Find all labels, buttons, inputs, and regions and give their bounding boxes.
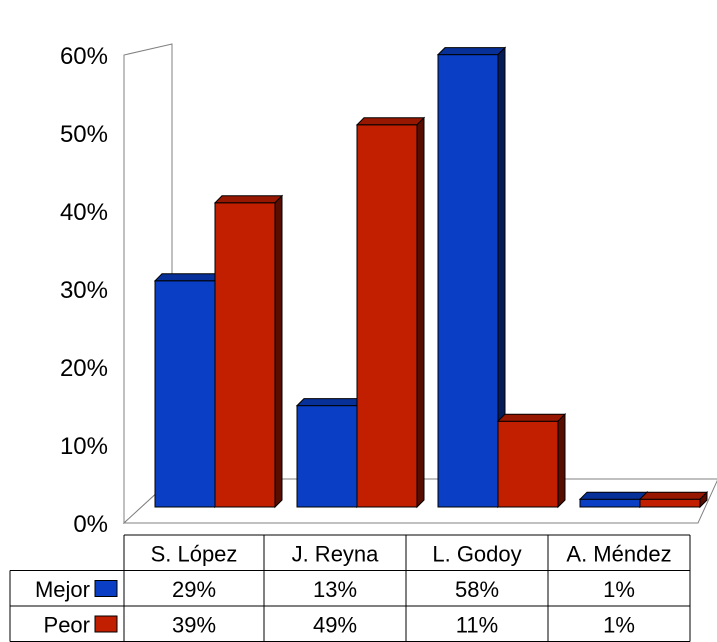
bar-top <box>578 491 649 500</box>
bar-top <box>213 195 284 204</box>
legend-swatch <box>94 580 118 597</box>
bar-peor-3 <box>496 412 567 509</box>
bar-mejor-3 <box>436 46 507 509</box>
y-tick-label: 30% <box>60 277 108 304</box>
category-label: L. Godoy <box>432 542 521 567</box>
data-label: 13% <box>313 577 357 602</box>
bar-mejor-1 <box>153 272 224 509</box>
bar-top <box>496 413 567 422</box>
bar-mejor-4 <box>578 490 649 509</box>
y-axis: 0% 10% 20% 30% 40% 50% 60% <box>60 43 108 538</box>
category-label: S. López <box>151 542 238 567</box>
data-label: 58% <box>455 577 499 602</box>
data-label: 1% <box>603 577 635 602</box>
data-label: 11% <box>456 613 498 638</box>
bar-top <box>355 117 426 126</box>
y-tick-label: 60% <box>60 43 108 70</box>
data-label: 49% <box>313 613 357 638</box>
data-table: S. López J. Reyna L. Godoy A. Méndez Mejor 29… <box>9 534 691 642</box>
bar-peor-1 <box>213 194 284 509</box>
category-label: J. Reyna <box>292 542 380 567</box>
bar-front <box>356 124 418 508</box>
bar-front <box>639 498 701 508</box>
y-tick-label: 10% <box>60 433 108 460</box>
y-tick-label: 20% <box>60 355 108 382</box>
bar-peor-2 <box>355 116 426 509</box>
y-tick-label: 0% <box>73 511 108 538</box>
bar-front <box>497 420 559 508</box>
data-label: 39% <box>172 613 216 638</box>
bar-front <box>154 280 216 508</box>
y-tick-label: 40% <box>60 199 108 226</box>
bar-top <box>436 47 507 56</box>
bar-side <box>274 194 283 509</box>
legend-label: Mejor <box>35 577 90 602</box>
legend-label: Peor <box>44 613 90 638</box>
bar-top <box>295 398 366 407</box>
bars <box>153 46 709 509</box>
bar-side <box>699 490 708 509</box>
data-label: 1% <box>603 613 635 638</box>
bar-front <box>296 405 358 508</box>
data-label: 29% <box>172 577 216 602</box>
bar-side <box>416 116 425 509</box>
bar-front <box>214 202 276 508</box>
bar-side <box>557 412 566 509</box>
bar-front <box>579 498 641 508</box>
category-label: A. Méndez <box>566 542 671 567</box>
bar-front <box>437 54 499 508</box>
bar-mejor-2 <box>295 397 366 509</box>
bar-peor-4 <box>638 490 709 509</box>
y-tick-label: 50% <box>60 121 108 148</box>
bar-top <box>153 273 224 282</box>
legend-swatch <box>94 615 118 633</box>
bar-top <box>638 491 709 500</box>
